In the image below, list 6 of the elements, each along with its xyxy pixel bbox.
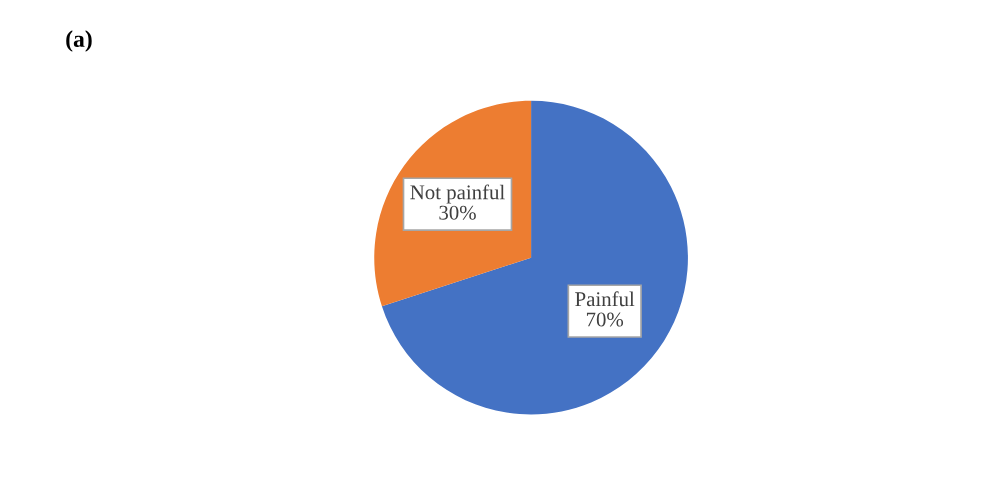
slice-label: Not painful (410, 184, 505, 204)
data-label: 70% (586, 312, 624, 327)
slice-label: Painful (575, 291, 635, 307)
data-label: 30% (439, 205, 476, 220)
pie-slice (381, 100, 688, 415)
text: (a) (66, 30, 92, 52)
